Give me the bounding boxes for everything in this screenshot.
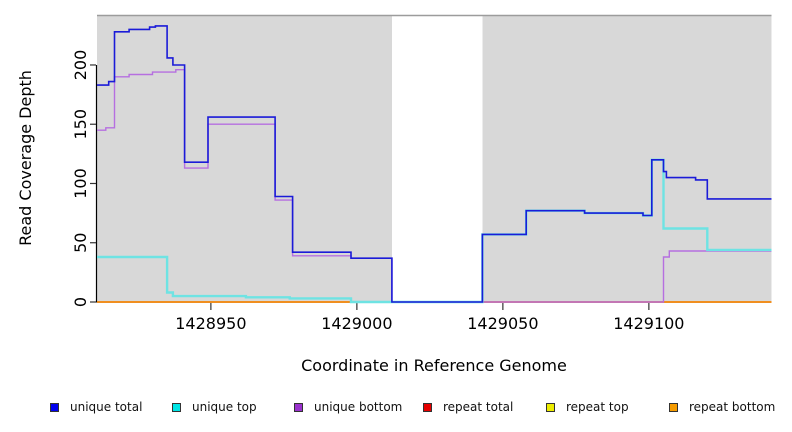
legend-swatch-icon [423, 402, 432, 412]
legend-label: unique total [70, 400, 143, 414]
legend-item-repeat-bottom: repeat bottom [669, 399, 775, 415]
y-tick-label: 100 [71, 168, 90, 199]
legend-item-repeat-total: repeat total [423, 399, 513, 415]
legend-label: repeat bottom [689, 400, 776, 414]
legend-item-unique-total: unique total [50, 399, 142, 415]
x-axis-title: Coordinate in Reference Genome [301, 356, 567, 375]
shaded-region [482, 15, 772, 303]
legend-item-repeat-top: repeat top [546, 399, 629, 415]
legend: unique total unique top unique bottom repea… [0, 399, 792, 419]
x-tick-label: 1428950 [175, 314, 246, 333]
legend-label: repeat top [566, 400, 629, 414]
y-axis-title: Read Coverage Depth [16, 70, 35, 246]
legend-swatch-icon [546, 402, 555, 412]
shaded-regions [97, 14, 772, 303]
legend-label: unique bottom [314, 400, 403, 414]
legend-swatch-icon [172, 402, 181, 412]
legend-swatch-icon [294, 402, 303, 412]
shaded-region [97, 15, 392, 303]
x-tick-label: 1429100 [613, 314, 684, 333]
y-tick-label: 150 [71, 109, 90, 140]
y-tick-label: 50 [71, 233, 90, 253]
legend-swatch-icon [50, 402, 59, 412]
series-line-unique-total [97, 25, 772, 303]
legend-swatch-icon [669, 402, 678, 412]
series-lines [97, 25, 772, 304]
y-tick-label: 0 [71, 297, 90, 307]
y-tick-label: 200 [71, 50, 90, 81]
legend-item-unique-top: unique top [172, 399, 257, 415]
x-tick-label: 1429050 [467, 314, 538, 333]
axes: 1428950 1429000 1429050 1429100 0 50 100 150 200 [71, 50, 684, 333]
legend-label: repeat total [443, 400, 514, 414]
legend-label: unique top [192, 400, 257, 414]
x-tick-label: 1429000 [321, 314, 392, 333]
legend-item-unique-bottom: unique bottom [294, 399, 402, 415]
